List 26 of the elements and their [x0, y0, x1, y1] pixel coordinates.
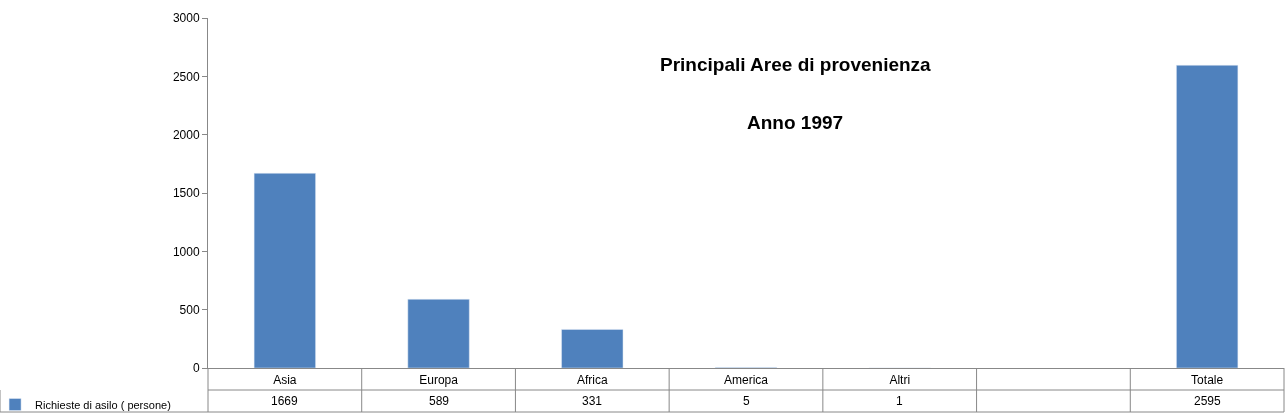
bar: [561, 329, 624, 368]
x-tick-label: Totale: [1191, 373, 1224, 388]
data-label: 1669: [271, 394, 299, 408]
x-tick-label: Europa: [419, 373, 459, 388]
data-label: 5: [743, 394, 750, 408]
x-tick-label: Asia: [273, 373, 297, 388]
text: Anno 1997: [747, 112, 844, 133]
bar: [253, 173, 316, 368]
y-tick-label: 2000: [172, 127, 200, 142]
y-tick-label: 3000: [172, 11, 200, 26]
y-tick-label: 0: [192, 361, 200, 376]
y-tick-label: 1000: [172, 244, 200, 259]
data-label: 589: [429, 394, 450, 408]
x-tick-label: Africa: [576, 373, 608, 388]
data-label: 1: [896, 394, 903, 408]
y-tick-label: 500: [179, 302, 200, 317]
data-label: 331: [582, 394, 603, 408]
bar: [407, 299, 470, 368]
text: Principali Aree di provenienza: [660, 54, 932, 75]
legend-label: Richieste di asilo ( persone): [35, 398, 171, 411]
x-tick-label: America: [723, 373, 769, 388]
bar: [1176, 65, 1239, 368]
data-label: 2595: [1194, 394, 1222, 408]
y-tick-label: 1500: [172, 186, 200, 201]
y-tick-label: 2500: [172, 69, 200, 84]
x-tick-label: Altri: [889, 373, 911, 388]
